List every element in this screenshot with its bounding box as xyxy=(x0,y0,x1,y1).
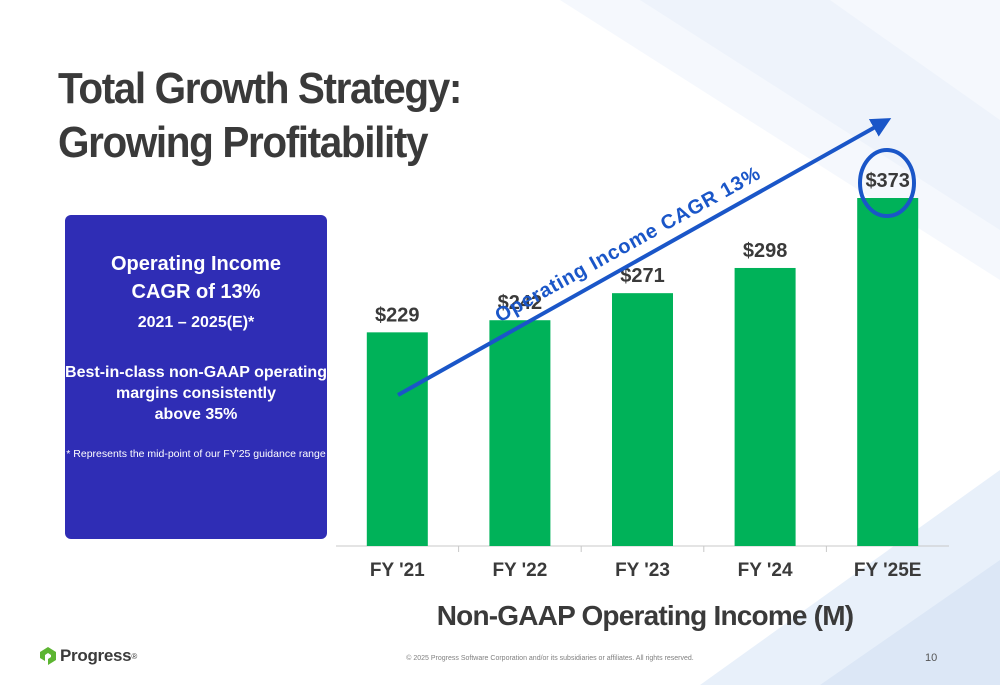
page-number: 10 xyxy=(925,652,938,664)
slide-title-line2: Growing Profitability xyxy=(58,118,428,167)
slide-title-line1: Total Growth Strategy: xyxy=(58,64,462,113)
progress-logo-registered: ® xyxy=(131,651,138,661)
x-tick-label-fy-22: FY '22 xyxy=(492,560,547,581)
callout-body-line3: above 35% xyxy=(154,406,238,423)
x-tick-label-fy-23: FY '23 xyxy=(615,560,670,581)
callout-body-line2: margins consistently xyxy=(115,385,277,402)
x-tick-label-fy-21: FY '21 xyxy=(370,560,425,581)
value-label-fy-25e: $373 xyxy=(865,170,910,192)
value-label-fy-24: $298 xyxy=(743,240,788,262)
chart-x-axis-title: Non-GAAP Operating Income (M) xyxy=(436,600,854,631)
progress-logo-text: Progress xyxy=(60,646,132,665)
background-shape xyxy=(640,0,1000,230)
value-label-fy-23: $271 xyxy=(620,265,665,287)
callout-body-line1: Best-in-class non-GAAP operating xyxy=(65,364,327,381)
bar-fy-25e xyxy=(857,198,919,546)
background-shape xyxy=(820,560,1000,685)
slide-title: Total Growth Strategy: Growing Profitabi… xyxy=(58,62,462,170)
bar-fy-24 xyxy=(734,267,796,546)
bar-fy-21 xyxy=(366,332,428,546)
cagr-trend-arrow xyxy=(397,118,892,397)
callout-heading-line1: Operating Income xyxy=(110,253,282,275)
bar-fy-23 xyxy=(612,293,673,546)
x-tick-label-fy-24: FY '24 xyxy=(738,560,793,581)
x-tick-labels-layer: FY '21 FY '22 FY '23 FY '24 FY '25E xyxy=(370,546,922,581)
copyright-notice: © 2025 Progress Software Corporation and… xyxy=(406,655,694,662)
callout-heading-line2: CAGR of 13% xyxy=(131,281,261,303)
cagr-callout-box: Operating Income CAGR of 13% 2021 – 2025… xyxy=(65,215,327,539)
callout-footnote: * Represents the mid-point of our FY'25 … xyxy=(66,448,326,460)
highlight-circle xyxy=(858,148,916,218)
progress-logo: Progress ® xyxy=(40,646,137,666)
x-tick-label-fy-25e: FY '25E xyxy=(854,560,922,581)
bars-layer xyxy=(366,198,919,546)
bar-fy-22 xyxy=(489,320,551,546)
value-label-fy-21: $229 xyxy=(375,304,420,326)
value-label-fy-22: $242 xyxy=(498,292,543,314)
progress-logo-icon xyxy=(40,647,56,665)
value-labels-layer: $229 $242 $271 $298 $373 xyxy=(375,170,910,326)
callout-period: 2021 – 2025(E)* xyxy=(137,314,255,331)
